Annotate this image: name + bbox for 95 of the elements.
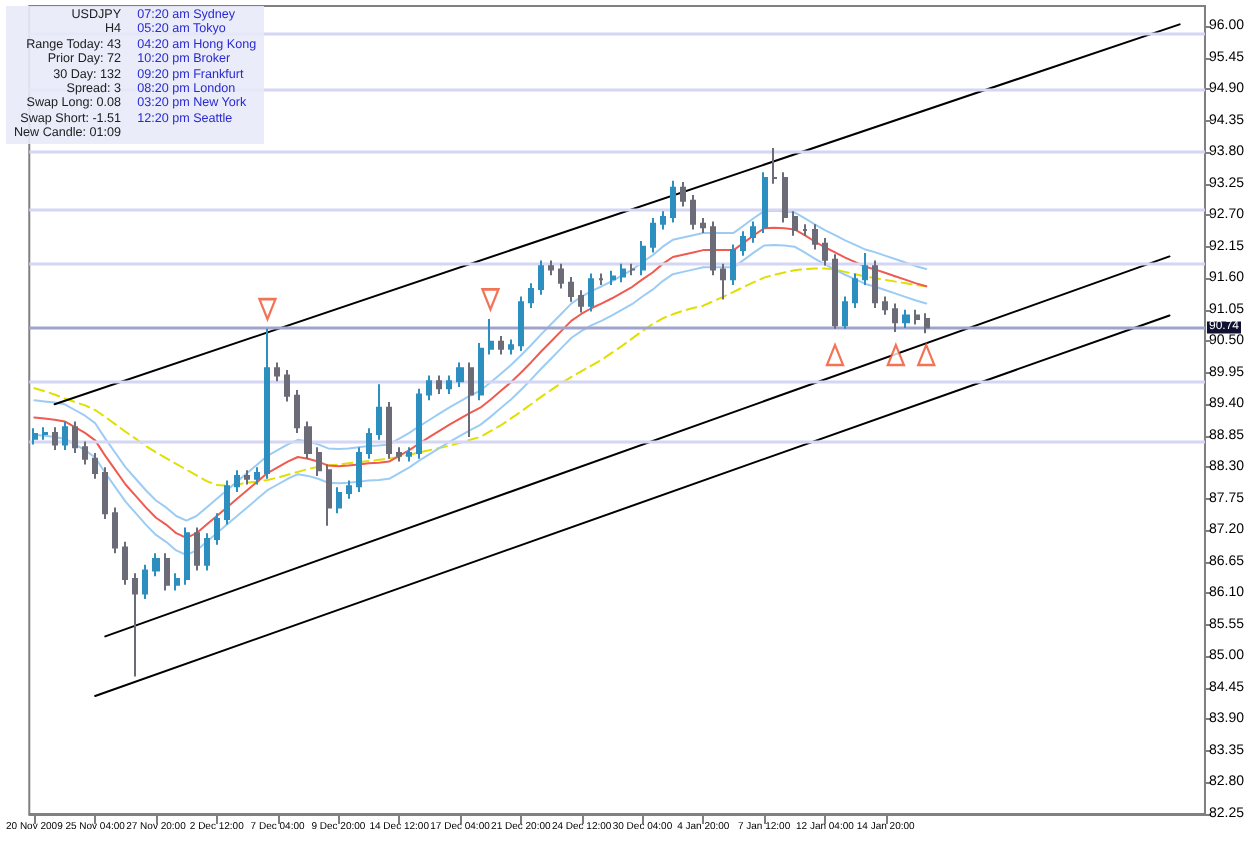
candlestick bbox=[446, 374, 452, 395]
candlestick bbox=[548, 259, 554, 277]
candlestick bbox=[914, 308, 920, 326]
candlestick bbox=[122, 540, 128, 586]
candlestick bbox=[72, 420, 78, 454]
candlestick bbox=[802, 223, 808, 237]
candlestick bbox=[274, 361, 280, 383]
candlestick bbox=[244, 469, 250, 486]
candlestick bbox=[102, 466, 108, 520]
candlestick bbox=[620, 262, 626, 284]
candlestick bbox=[680, 180, 686, 208]
candlestick bbox=[670, 179, 676, 224]
candlestick bbox=[902, 308, 910, 330]
candlestick bbox=[436, 374, 442, 395]
point bbox=[825, 343, 845, 367]
candlestick bbox=[508, 338, 514, 356]
candlestick bbox=[892, 302, 898, 334]
candlestick bbox=[782, 171, 788, 224]
candlestick bbox=[924, 312, 930, 335]
candlestick bbox=[42, 426, 48, 441]
candlestick bbox=[762, 171, 768, 234]
candlestick bbox=[610, 269, 616, 287]
candlestick bbox=[376, 383, 382, 441]
line-series bbox=[33, 267, 928, 487]
candlestick bbox=[498, 335, 504, 356]
candlestick bbox=[568, 276, 574, 303]
candlestick bbox=[842, 295, 848, 330]
point bbox=[481, 288, 500, 311]
candlestick bbox=[822, 237, 828, 267]
candlestick bbox=[52, 426, 58, 452]
candlestick bbox=[598, 272, 604, 287]
candlestick bbox=[690, 194, 696, 231]
candlestick bbox=[386, 400, 392, 460]
point bbox=[886, 343, 906, 367]
point bbox=[917, 343, 936, 367]
candlestick bbox=[456, 361, 464, 389]
candlestick bbox=[62, 420, 68, 452]
candlestick bbox=[326, 463, 332, 527]
point bbox=[258, 297, 277, 321]
candlestick bbox=[142, 563, 148, 601]
candlestick bbox=[730, 243, 736, 287]
candlestick bbox=[872, 259, 878, 309]
candlestick bbox=[366, 427, 372, 460]
candlestick bbox=[304, 420, 312, 460]
candlestick bbox=[396, 446, 402, 463]
candlestick bbox=[740, 230, 746, 257]
candlestick bbox=[812, 223, 818, 251]
candlestick bbox=[852, 272, 858, 309]
candlestick bbox=[224, 479, 230, 526]
candlestick bbox=[406, 446, 412, 463]
candlestick bbox=[832, 253, 838, 330]
candlestick bbox=[710, 220, 716, 277]
candlestick bbox=[882, 295, 888, 316]
candlestick bbox=[558, 262, 564, 290]
candlestick bbox=[750, 220, 756, 244]
candlestick bbox=[112, 506, 118, 555]
candlestick bbox=[518, 295, 524, 352]
candlestick bbox=[234, 469, 240, 493]
candlestick bbox=[528, 282, 534, 309]
candlestick bbox=[356, 446, 362, 493]
candlestick bbox=[32, 427, 38, 446]
candlestick bbox=[294, 388, 300, 434]
candlestick bbox=[650, 217, 656, 254]
candlestick bbox=[174, 572, 180, 592]
candlestick bbox=[588, 272, 594, 313]
candlestick bbox=[488, 317, 494, 356]
candlestick bbox=[720, 262, 726, 301]
candlestick bbox=[346, 479, 352, 500]
candlestick bbox=[416, 387, 422, 460]
candlestick bbox=[214, 512, 220, 546]
candlestick bbox=[772, 147, 778, 185]
candlestick bbox=[254, 466, 260, 486]
candlestick bbox=[468, 361, 474, 438]
candlestick bbox=[92, 451, 98, 480]
candlestick bbox=[538, 259, 544, 296]
candlestick bbox=[194, 526, 200, 572]
candlestick bbox=[264, 327, 270, 480]
candlestick bbox=[862, 251, 868, 287]
candlestick bbox=[700, 217, 706, 234]
candlestick bbox=[316, 446, 322, 477]
candlestick bbox=[152, 552, 160, 578]
candlestick bbox=[578, 289, 584, 314]
candlestick bbox=[478, 341, 484, 402]
candlestick bbox=[284, 368, 290, 403]
candlestick bbox=[82, 440, 88, 466]
candlestick bbox=[640, 239, 646, 277]
candlestick bbox=[164, 552, 170, 592]
candlestick bbox=[792, 210, 798, 237]
candlestick bbox=[660, 210, 666, 231]
candlestick bbox=[630, 262, 636, 277]
candlestick bbox=[184, 526, 190, 586]
candlestick bbox=[132, 572, 138, 678]
candlestick bbox=[336, 486, 342, 515]
candlestick bbox=[204, 532, 210, 572]
candlestick bbox=[426, 374, 432, 402]
